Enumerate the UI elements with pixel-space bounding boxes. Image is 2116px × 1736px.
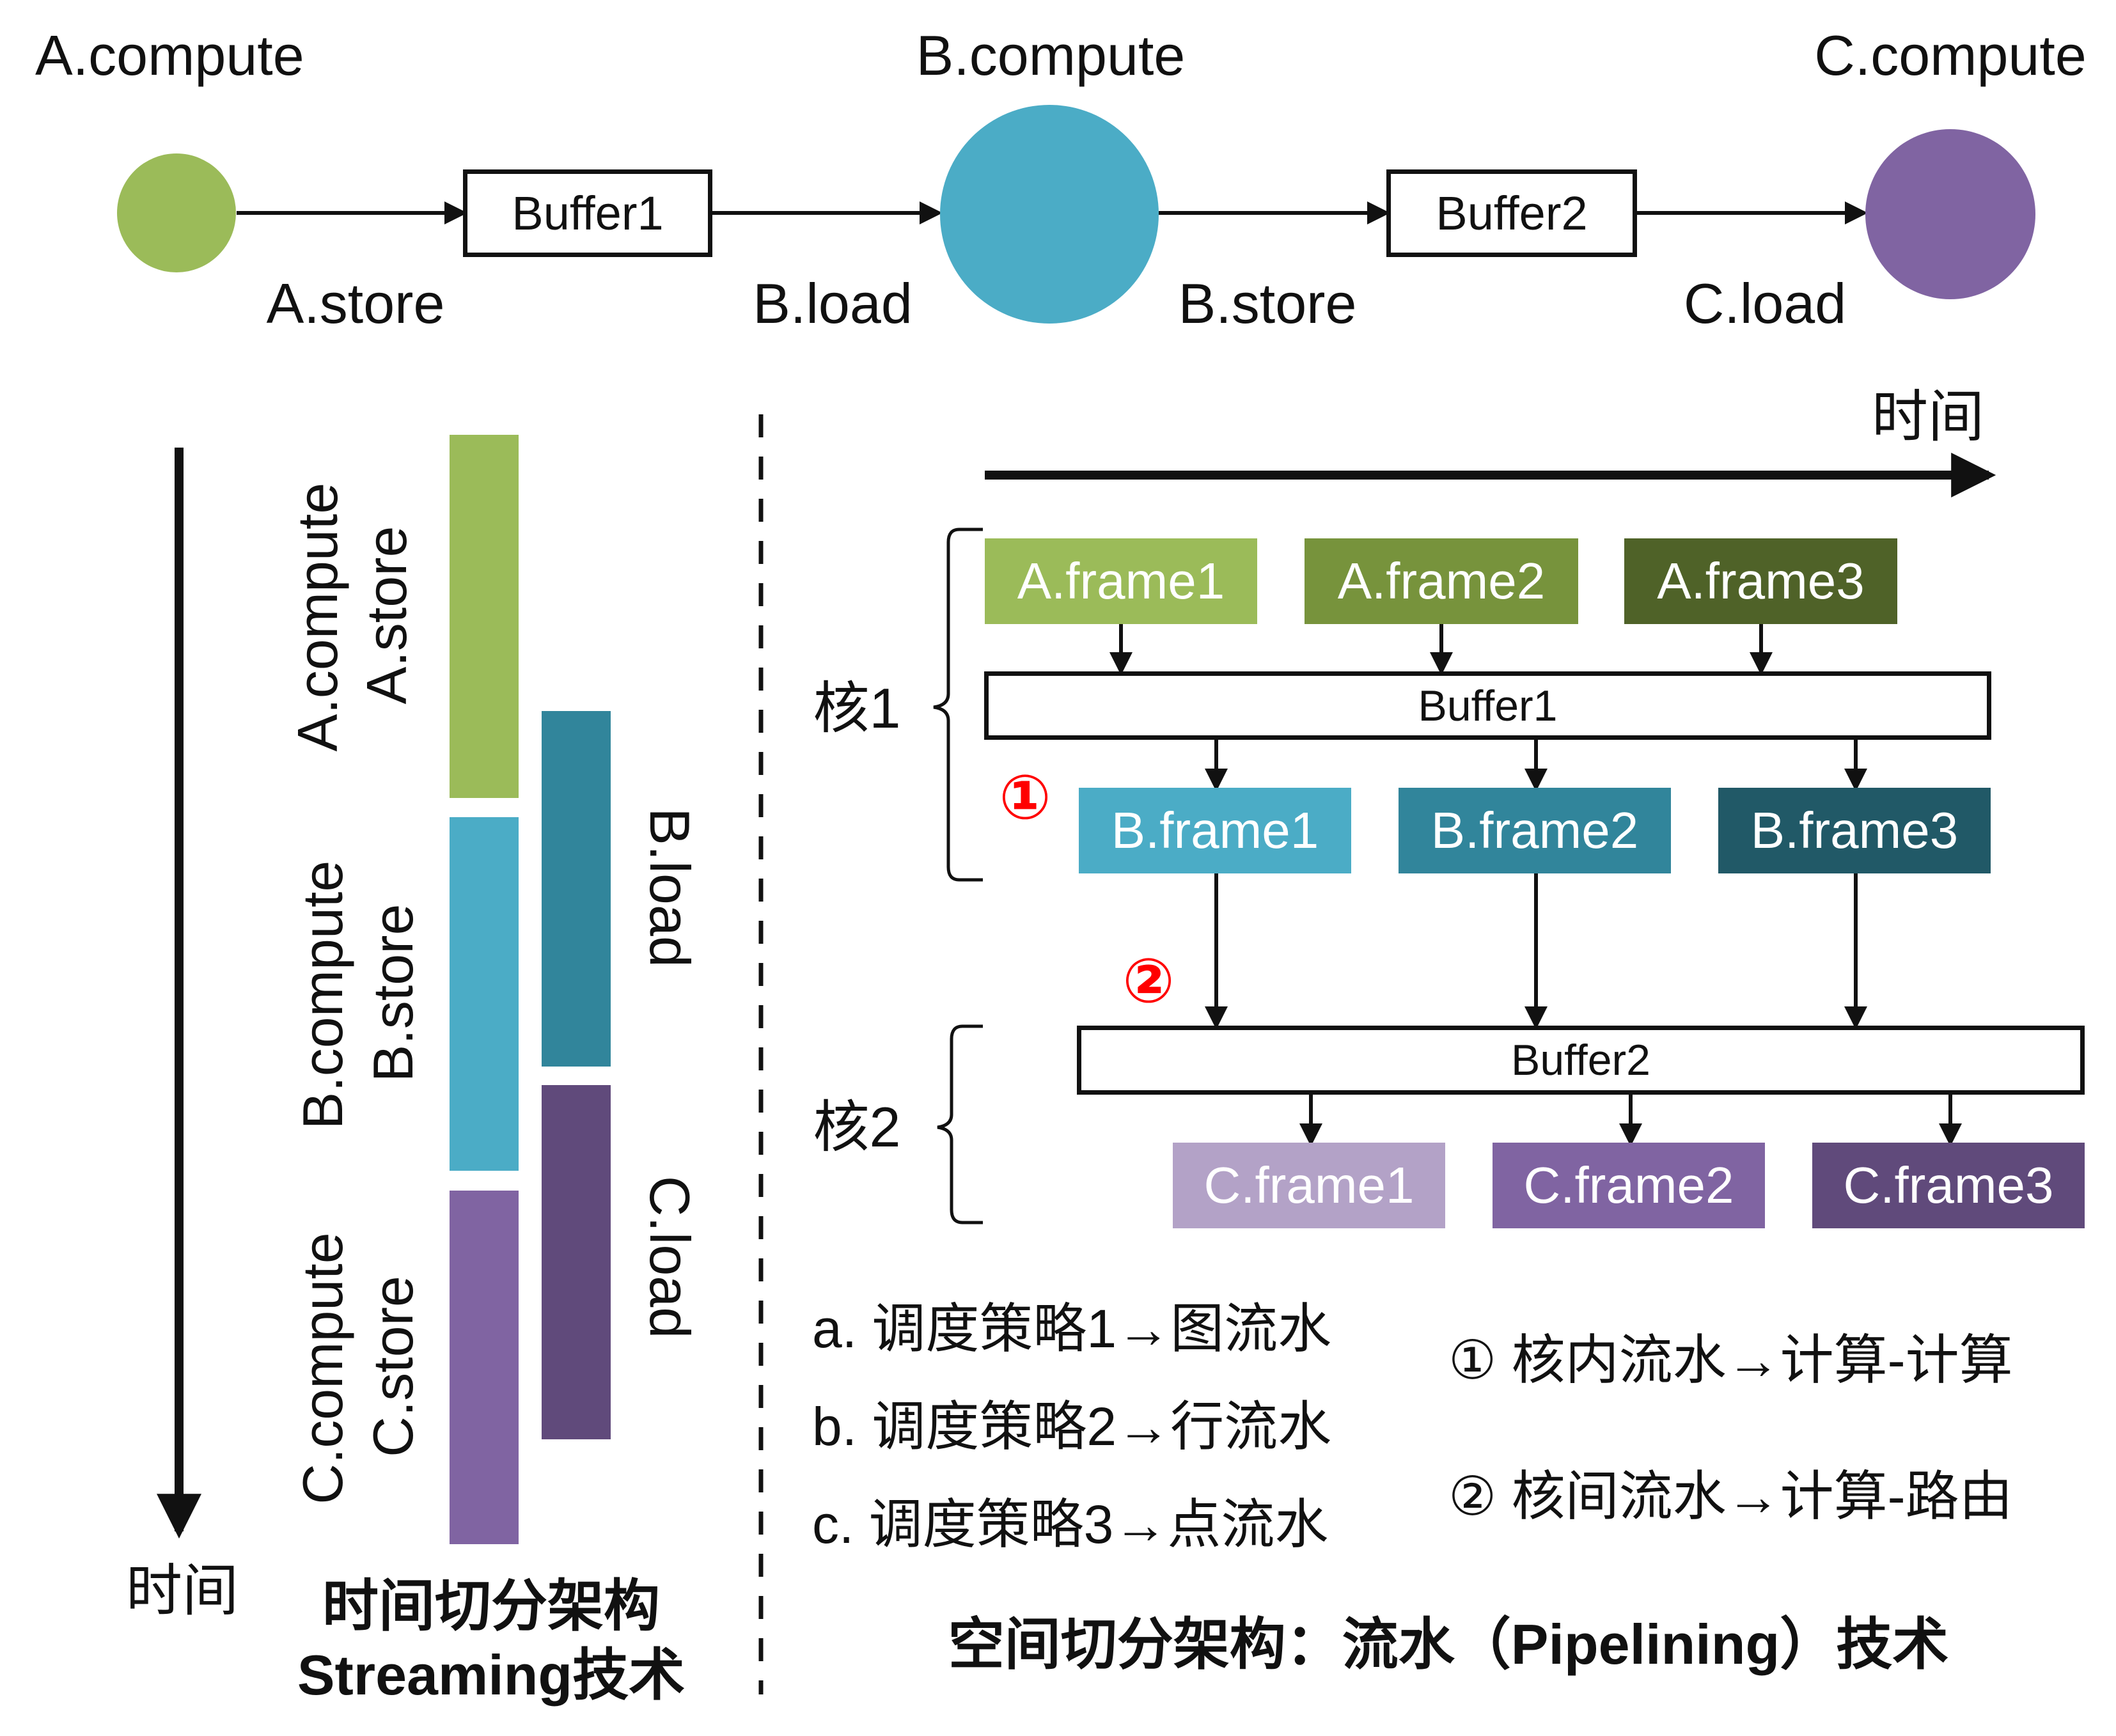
bar-c-compute-store: [450, 1191, 519, 1544]
c-frame3: C.frame3: [1812, 1143, 2085, 1228]
b-frame2: B.frame2: [1399, 788, 1671, 873]
b-frame3: B.frame3: [1718, 788, 1991, 873]
temporal-b-store-label: B.store: [361, 903, 425, 1083]
temporal-caption-line2: Streaming技术: [297, 1643, 686, 1707]
strategy-a: a. 调度策略1→图流水: [812, 1299, 1332, 1359]
a-store-label: A.store: [266, 272, 445, 335]
spatial-caption: 空间切分架构：流水（Pipelining）技术: [948, 1613, 1949, 1676]
note-intra-core: ① 核内流水→计算-计算: [1448, 1330, 2013, 1390]
strategy-b: b. 调度策略2→行流水: [812, 1396, 1332, 1457]
note-inter-core: ② 核间流水→计算-路由: [1448, 1466, 2013, 1526]
bar-a-compute-store: [450, 435, 519, 798]
core2-label: 核2: [813, 1095, 901, 1159]
a-frame1: A.frame1: [985, 538, 1257, 624]
temporal-c-store-label: C.store: [361, 1276, 425, 1457]
marker-1: ①: [999, 763, 1051, 832]
bar-b-compute-store: [450, 817, 519, 1171]
temporal-b-compute-label: B.compute: [291, 860, 354, 1130]
temporal-b-load-label: B.load: [638, 808, 701, 967]
b-compute-label: B.compute: [916, 24, 1186, 87]
b-compute-node: [940, 105, 1159, 324]
core2-brace: [937, 1024, 983, 1224]
b-frame1: B.frame1: [1079, 788, 1351, 873]
a-compute-node: [117, 153, 236, 272]
temporal-c-load-label: C.load: [638, 1175, 701, 1339]
temporal-c-compute-label: C.compute: [291, 1232, 354, 1505]
c-load-label: C.load: [1683, 272, 1847, 335]
temporal-a-store-label: A.store: [355, 526, 418, 705]
b-store-label: B.store: [1178, 272, 1357, 335]
marker-2: ②: [1122, 947, 1175, 1015]
temporal-axis-label: 时间: [125, 1559, 239, 1622]
temporal-a-compute-label: A.compute: [286, 482, 349, 752]
a-frame2: A.frame2: [1305, 538, 1578, 624]
top-buffer2: Buffer2: [1386, 169, 1637, 257]
strategy-c: c. 调度策略3→点流水: [812, 1494, 1329, 1554]
a-compute-label: A.compute: [35, 24, 304, 87]
bar-b-load: [542, 711, 611, 1067]
b-load-label: B.load: [753, 272, 913, 335]
a-frame3: A.frame3: [1624, 538, 1897, 624]
c-compute-node: [1865, 129, 2035, 299]
temporal-caption-line1: 时间切分架构: [322, 1574, 661, 1638]
core1-brace: [933, 528, 983, 882]
core1-label: 核1: [813, 676, 901, 740]
top-buffer1: Buffer1: [463, 169, 712, 257]
c-frame2: C.frame2: [1493, 1143, 1765, 1228]
c-frame1: C.frame1: [1173, 1143, 1445, 1228]
spatial-buffer2: Buffer2: [1077, 1026, 2085, 1095]
c-compute-label: C.compute: [1814, 24, 2087, 87]
bar-c-load: [542, 1085, 611, 1439]
spatial-time-label: 时间: [1871, 385, 1985, 448]
spatial-buffer1: Buffer1: [984, 671, 1991, 740]
